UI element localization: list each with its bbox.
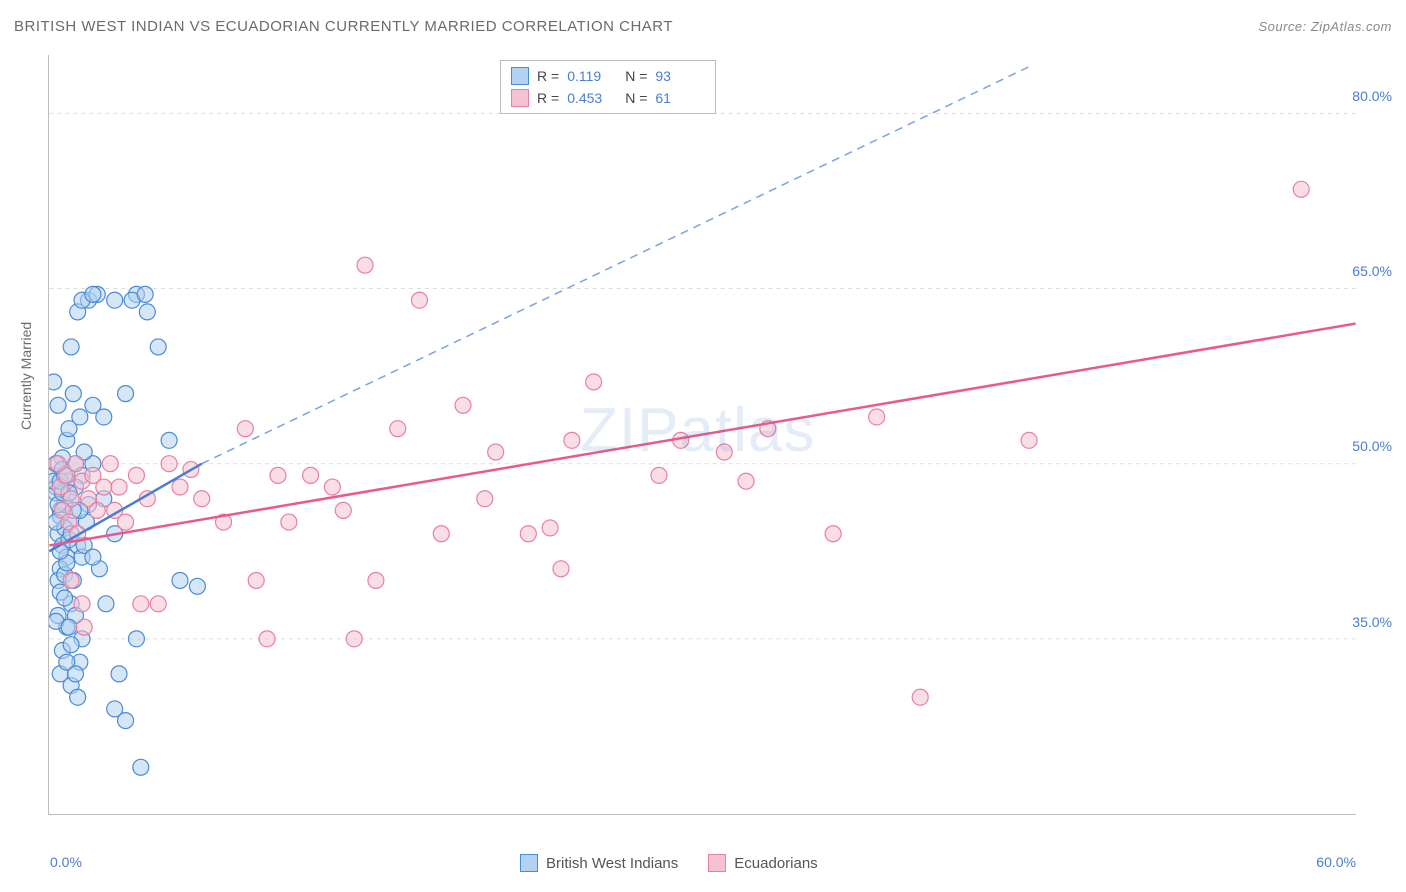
legend-label: Ecuadorians — [734, 855, 817, 872]
y-tick-label: 65.0% — [1352, 263, 1392, 279]
source-label: Source: ZipAtlas.com — [1258, 19, 1392, 34]
swatch-icon — [520, 854, 538, 872]
x-axis-max-label: 60.0% — [1316, 854, 1356, 870]
swatch-icon — [511, 89, 529, 107]
swatch-icon — [708, 854, 726, 872]
swatch-icon — [511, 67, 529, 85]
chart-svg — [49, 55, 1356, 814]
y-tick-label: 35.0% — [1352, 614, 1392, 630]
plot-area — [48, 55, 1356, 815]
title-bar: BRITISH WEST INDIAN VS ECUADORIAN CURREN… — [14, 18, 1392, 35]
x-axis-min-label: 0.0% — [50, 854, 82, 870]
legend-stats: R = 0.119 N = 93 R = 0.453 N = 61 — [500, 60, 716, 114]
legend-series: British West Indians Ecuadorians — [520, 854, 818, 872]
legend-stats-row-1: R = 0.453 N = 61 — [511, 87, 705, 109]
chart-title: BRITISH WEST INDIAN VS ECUADORIAN CURREN… — [14, 18, 673, 35]
legend-stats-row-0: R = 0.119 N = 93 — [511, 65, 705, 87]
y-axis-title: Currently Married — [18, 322, 34, 430]
y-tick-label: 50.0% — [1352, 438, 1392, 454]
legend-item-1: Ecuadorians — [708, 854, 817, 872]
legend-label: British West Indians — [546, 855, 678, 872]
legend-item-0: British West Indians — [520, 854, 678, 872]
y-tick-label: 80.0% — [1352, 88, 1392, 104]
